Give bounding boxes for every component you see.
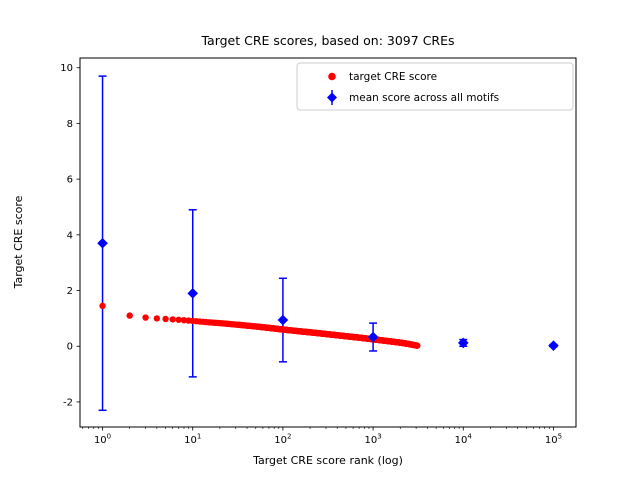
legend: target CRE score mean score across all m… <box>296 62 574 111</box>
svg-text:-2: -2 <box>63 397 73 408</box>
chart-title: Target CRE scores, based on: 3097 CREs <box>200 33 454 48</box>
y-axis-label: Target CRE score <box>12 195 25 289</box>
svg-text:2: 2 <box>67 286 73 297</box>
svg-text:101: 101 <box>184 433 201 447</box>
svg-text:10: 10 <box>60 63 73 74</box>
legend-label-target: target CRE score <box>349 71 437 83</box>
x-axis-label: Target CRE score rank (log) <box>252 454 403 467</box>
svg-text:104: 104 <box>455 433 473 447</box>
svg-text:100: 100 <box>94 433 111 447</box>
svg-text:103: 103 <box>364 433 381 447</box>
svg-text:105: 105 <box>545 433 562 447</box>
svg-text:4: 4 <box>67 230 73 241</box>
legend-label-mean: mean score across all motifs <box>349 92 499 104</box>
svg-text:102: 102 <box>274 433 291 447</box>
svg-text:8: 8 <box>67 119 73 130</box>
svg-text:0: 0 <box>67 342 73 353</box>
legend-frame <box>296 62 574 111</box>
svg-text:6: 6 <box>67 175 73 186</box>
legend-marker-target-icon <box>328 72 336 81</box>
legend-marker-mean-icon <box>327 92 337 103</box>
